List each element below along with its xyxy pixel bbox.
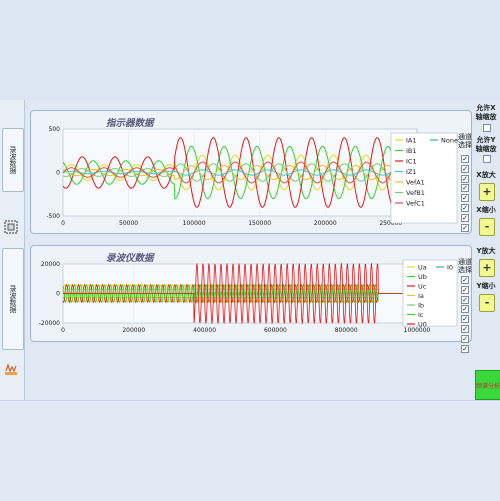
channel-checkbox[interactable]: ✓ [461, 325, 469, 333]
top-strip [0, 0, 500, 100]
x-tick-label: 800000 [335, 327, 358, 334]
legend-label: U0 [418, 321, 427, 329]
x-tick-label: 0 [61, 327, 65, 334]
recorder-title: 录波仪数据 [106, 253, 154, 264]
legend-label: IB1 [406, 147, 417, 155]
channel-checkbox[interactable]: ✓ [461, 285, 469, 294]
legend-label: IC1 [406, 158, 417, 166]
legend-label: VefB1 [406, 189, 425, 197]
channel-checkbox[interactable]: ✓ [461, 155, 469, 163]
series-line-U0 [63, 262, 417, 325]
bottom-area [0, 400, 500, 501]
spectrum-analysis-label: 频谱分析 [476, 382, 500, 390]
series-line-IB1 [62, 145, 418, 200]
left-tab-2[interactable]: 录波数据 [2, 248, 24, 350]
channel-checkbox[interactable]: ✓ [461, 164, 469, 173]
y-zoom-out-label: Y缩小 [476, 282, 496, 290]
legend-label: Ia [418, 292, 424, 300]
x-zoom-in-button[interactable]: + [479, 183, 495, 201]
x-tick-label: 150000 [248, 220, 271, 227]
channel-checkbox[interactable]: ✓ [461, 344, 469, 353]
x-zoom-out-button[interactable]: - [479, 218, 495, 236]
legend-label: Ib [418, 302, 424, 310]
y-tick-label: 20000 [41, 261, 60, 268]
legend-label: I0 [447, 264, 453, 272]
legend-label: Ua [418, 264, 427, 272]
indicator-title: 指示器数据 [106, 118, 154, 129]
x-zoom-out-label: X缩小 [476, 206, 496, 214]
legend-label: None [441, 137, 458, 145]
x-tick-label: 400000 [193, 327, 216, 334]
legend-label: VefA1 [406, 179, 425, 187]
spectrum-analysis-button[interactable]: 频谱分析 [475, 370, 500, 400]
legend-label: IZ1 [406, 168, 417, 176]
wave-analysis-icon[interactable] [4, 362, 18, 376]
series-line-IC1 [62, 137, 418, 208]
series-line-VefB1 [62, 163, 418, 182]
legend-label: IA1 [406, 137, 417, 145]
x-tick-label: 1000000 [404, 327, 431, 334]
channel-checkbox[interactable]: ✓ [461, 184, 469, 193]
x-tick-label: 200000 [122, 327, 145, 334]
series-line-VefC1 [62, 161, 418, 184]
channel-checkbox[interactable]: ✓ [461, 295, 469, 304]
channel-checkbox[interactable]: ✓ [461, 213, 469, 222]
y-zoom-in-button[interactable]: + [479, 259, 495, 277]
indicator-channel-select-label: 通道选择 [458, 133, 472, 149]
x-tick-label: 250000 [379, 220, 402, 227]
x-tick-label: 600000 [264, 327, 287, 334]
allow-y-zoom-label: 允许Y轴缩放 [475, 136, 497, 153]
channel-checkbox[interactable]: ✓ [461, 194, 469, 203]
x-tick-label: 100000 [183, 220, 206, 227]
y-tick-label: -20000 [39, 320, 60, 327]
legend-label: Ic [418, 311, 424, 319]
channel-checkbox[interactable]: ✓ [461, 204, 469, 212]
x-tick-label: 0 [61, 220, 65, 227]
x-zoom-in-label: X放大 [476, 171, 496, 179]
indicator-chart[interactable]: 0 50000 100000 150000 200000 2500005000-500IA… [31, 111, 471, 233]
x-tick-label: 200000 [314, 220, 337, 227]
legend-label: Uc [418, 283, 427, 291]
left-tab-2-label: 录波数据 [9, 285, 17, 313]
series-line-VefA1 [62, 164, 418, 181]
allow-y-zoom-checkbox[interactable] [483, 155, 491, 163]
y-zoom-out-button[interactable]: - [479, 294, 495, 312]
left-tab-1[interactable]: 录波数据 [2, 128, 24, 192]
grid-icon[interactable] [4, 220, 18, 234]
scroll-up-icon[interactable] [461, 266, 469, 274]
left-nav: 录波数据 录波数据 [0, 100, 25, 400]
allow-x-zoom-label: 允许X轴缩放 [475, 104, 497, 121]
legend-label: VefC1 [406, 200, 425, 208]
y-tick-label: 0 [56, 170, 60, 177]
x-tick-label: 50000 [119, 220, 138, 227]
allow-x-zoom-checkbox[interactable] [483, 124, 491, 132]
left-tab-1-label: 录波数据 [9, 146, 17, 174]
channel-checkbox[interactable]: ✓ [461, 305, 469, 314]
recorder-channel-select-label: 通道选择 [458, 258, 472, 274]
channel-checkbox[interactable]: ✓ [461, 315, 469, 324]
y-zoom-in-label: Y放大 [476, 247, 496, 255]
y-tick-label: 500 [49, 126, 61, 133]
scroll-up-icon[interactable] [461, 145, 469, 153]
recorder-chart[interactable]: 0 200000 400000 600000 800000 1000000200000-2… [31, 246, 471, 341]
legend-box [390, 132, 458, 224]
y-tick-label: -500 [46, 213, 60, 220]
indicator-panel: 指示器数据 0 50000 100000 150000 200000 250000 500 0… [30, 110, 472, 234]
channel-checkbox[interactable]: ✓ [461, 223, 469, 232]
channel-checkbox[interactable]: ✓ [461, 276, 469, 284]
y-tick-label: 0 [56, 291, 60, 298]
recorder-panel: 录波仪数据 0 200000 400000 600000 800000 1000000 20… [30, 245, 472, 353]
channel-checkbox[interactable]: ✓ [461, 174, 469, 183]
channel-checkbox[interactable]: ✓ [461, 334, 469, 343]
legend-label: Ub [418, 273, 427, 281]
